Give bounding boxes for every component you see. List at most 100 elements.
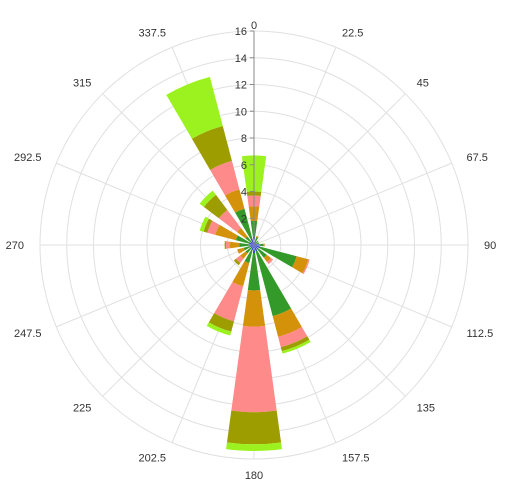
direction-label: 90	[484, 240, 496, 252]
bar-segment	[214, 281, 244, 322]
grid-spoke	[253, 47, 337, 246]
grid-spoke	[56, 244, 255, 328]
bar-segment	[225, 241, 231, 249]
direction-label: 22.5	[342, 28, 363, 40]
bar-segment	[248, 242, 254, 245]
bar-segment	[302, 259, 310, 275]
bar-segment	[266, 257, 274, 265]
bar-segment	[224, 189, 245, 213]
bar-segment	[254, 245, 258, 252]
bar-segment	[259, 243, 264, 247]
bar-segment	[255, 237, 259, 242]
bar-segment	[254, 241, 257, 245]
bar-segment	[237, 247, 245, 254]
bar-segment	[259, 246, 297, 268]
bar-segment	[280, 336, 310, 352]
bar-segment	[235, 208, 253, 240]
bar-segment	[229, 241, 240, 249]
radial-tick-label: 14	[235, 53, 247, 65]
direction-label: 337.5	[138, 28, 166, 40]
bar-segment	[208, 313, 234, 332]
bar-segment	[272, 308, 302, 337]
radial-tick-label: 2	[241, 213, 247, 225]
bar-segment	[255, 250, 292, 317]
radial-tick-label: 4	[241, 187, 247, 199]
bar-segment	[244, 249, 253, 264]
radial-tick-label: 8	[241, 133, 247, 145]
bar-segment	[210, 160, 240, 196]
direction-label: 112.5	[467, 328, 494, 340]
radial-tick-label: 10	[235, 106, 247, 118]
bar-segment	[215, 224, 238, 241]
bar-segment	[245, 247, 252, 254]
direction-label: 292.5	[14, 152, 42, 164]
direction-label: 157.5	[342, 453, 370, 465]
direction-label: 135	[417, 403, 435, 415]
bar-segment	[226, 410, 282, 445]
direction-label: 67.5	[467, 152, 488, 164]
bar-segment	[250, 245, 254, 248]
bar-segment	[203, 218, 213, 233]
bar-segment	[263, 243, 265, 247]
bar-segment	[239, 243, 249, 247]
bar-segment	[226, 442, 282, 451]
bar-segment	[199, 216, 209, 232]
direction-label: 315	[73, 77, 91, 89]
bar-segment	[254, 243, 257, 245]
bar-segment	[254, 244, 260, 246]
bar-segment	[278, 326, 308, 348]
bar-segment	[255, 240, 259, 244]
bar-segment	[207, 220, 220, 235]
bar-segment	[242, 290, 266, 327]
grid-spoke	[253, 93, 406, 246]
direction-label: 0	[251, 20, 257, 32]
radial-tick-label: 6	[241, 160, 247, 172]
grid-spoke	[253, 162, 452, 246]
bar-segment	[252, 245, 256, 254]
bar-segment	[245, 236, 252, 243]
grid-spoke	[253, 244, 406, 397]
bar-segment	[281, 339, 311, 354]
bar-segment	[251, 245, 254, 251]
bar-segment	[240, 251, 248, 259]
direction-label: 45	[417, 77, 429, 89]
bar-segment	[191, 125, 232, 170]
bar-segment	[250, 241, 254, 245]
bar-segment	[254, 242, 257, 245]
bar-segment	[199, 190, 216, 207]
bar-segment	[235, 235, 250, 244]
bar-segment	[254, 245, 259, 250]
bar-segment	[233, 258, 241, 266]
bar-segment	[256, 235, 259, 239]
bar-segment	[247, 252, 261, 291]
direction-label: 270	[6, 240, 24, 252]
bar-segment	[250, 245, 254, 249]
bar-segment	[224, 241, 227, 249]
bar-segment	[232, 261, 250, 287]
radial-axis: 2 4 6 8 10 12 14 16	[235, 26, 255, 245]
bar-segment	[292, 256, 309, 274]
bar-segment	[254, 245, 261, 249]
bar-segment	[231, 325, 277, 413]
radial-tick-label: 16	[235, 26, 247, 38]
direction-label: 225	[73, 403, 91, 415]
bar-segment	[203, 194, 228, 219]
grid-spoke	[102, 244, 255, 397]
bar-segment	[218, 209, 242, 233]
direction-label: 247.5	[14, 328, 42, 340]
bar-segment	[250, 238, 254, 245]
bar-segment	[166, 76, 223, 139]
bar-segment	[206, 322, 232, 336]
radial-tick-label: 12	[235, 80, 247, 92]
bar-segment	[263, 254, 272, 263]
direction-labels: 0 22.5 45 67.5 90 112.5 135 157.5 180 202.5 225 247…	[6, 20, 497, 482]
bar-segment	[257, 248, 267, 258]
direction-label: 180	[245, 470, 263, 482]
bar-segment	[248, 244, 254, 246]
bar-segment	[235, 255, 244, 264]
bars	[166, 76, 311, 451]
bar-segment	[256, 242, 260, 245]
direction-label: 202.5	[138, 453, 166, 465]
bar-segment	[236, 227, 248, 239]
